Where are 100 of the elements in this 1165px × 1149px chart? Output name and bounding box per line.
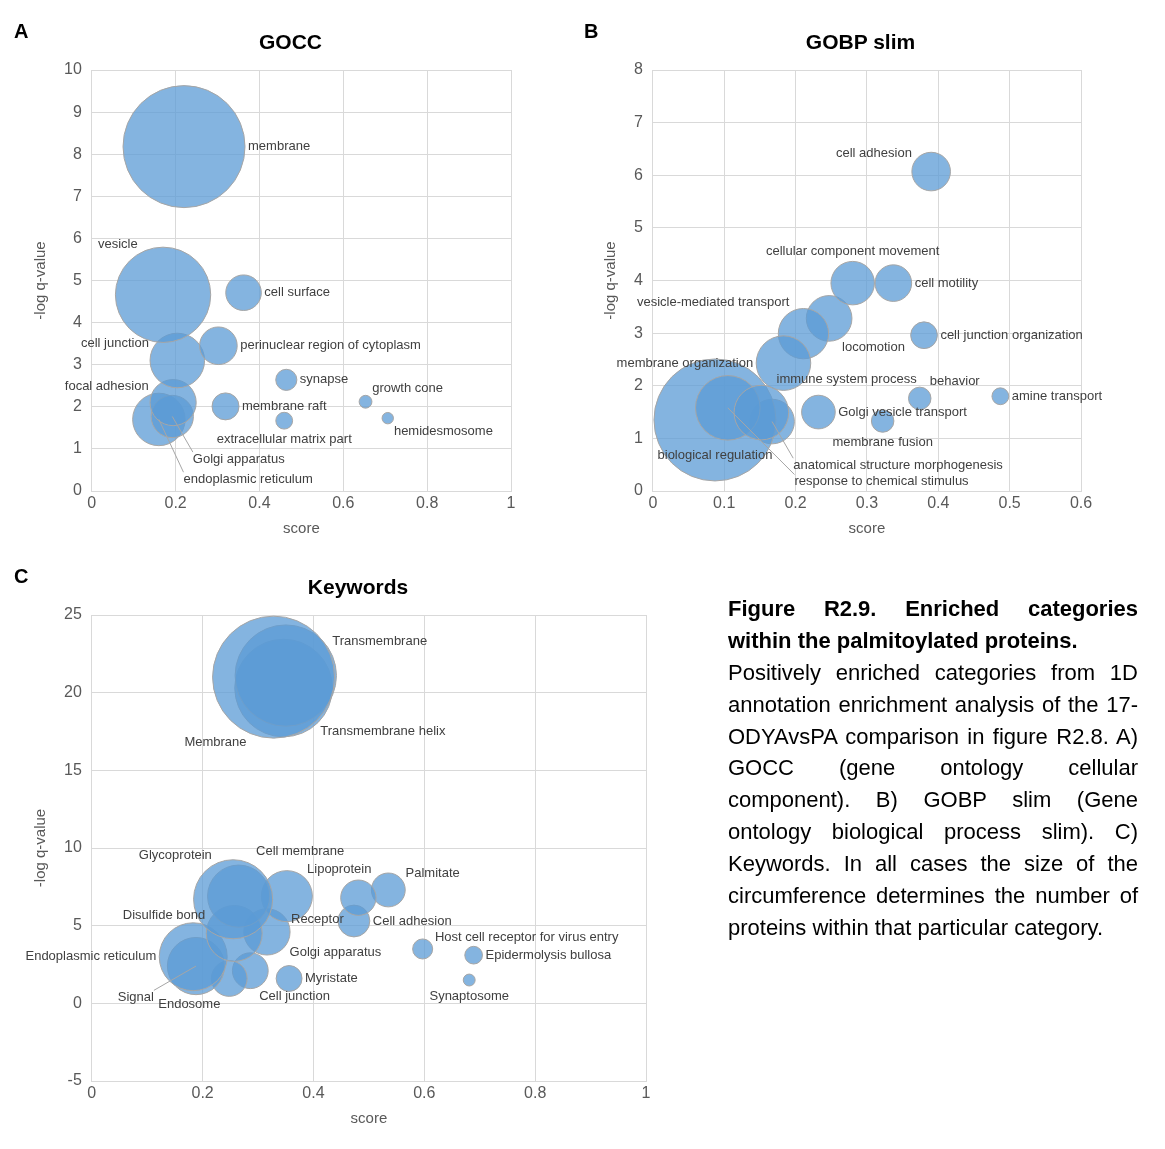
- series-label: vesicle-mediated transport: [636, 293, 790, 309]
- x-tick-label: 0: [648, 494, 658, 512]
- series-label: Glycoprotein: [138, 847, 212, 862]
- y-tick-label: 5: [72, 916, 82, 934]
- series-label: Epidermolysis bullosa: [485, 946, 612, 962]
- series-label: membrane raft: [242, 397, 327, 413]
- y-axis-title: -log q-value: [31, 241, 49, 320]
- series-label: membrane fusion: [832, 433, 933, 449]
- y-tick-label: 2: [633, 376, 643, 394]
- series-label: cell surface: [264, 284, 331, 300]
- x-tick-label: 0: [87, 494, 97, 512]
- y-tick-label: 20: [64, 683, 82, 701]
- y-tick-label: 0: [72, 993, 82, 1011]
- y-tick-label: 3: [633, 323, 643, 341]
- series-label: membrane: [248, 138, 311, 154]
- series-label: extracellular matrix part: [216, 430, 353, 446]
- x-axis-title: score: [848, 519, 886, 537]
- y-tick-label: 3: [72, 355, 82, 373]
- x-tick-label: 0.5: [998, 494, 1021, 512]
- series-label: cell junction organization: [940, 326, 1083, 342]
- series-label: focal adhesion: [64, 378, 149, 394]
- series-label: growth cone: [372, 379, 444, 395]
- y-tick-label: 8: [633, 60, 643, 78]
- series-label: Lipoprotein: [307, 860, 372, 876]
- chart-title: GOCC: [259, 30, 322, 54]
- y-tick-label: 7: [633, 113, 643, 131]
- x-axis-title: score: [350, 1109, 388, 1127]
- y-tick-label: 10: [64, 60, 82, 78]
- series-label: Golgi apparatus: [192, 450, 286, 466]
- series-label: Myristate: [305, 970, 358, 986]
- series-label: cell motility: [914, 274, 979, 290]
- y-tick-label: 5: [633, 218, 643, 236]
- series-label: synapse: [299, 371, 349, 387]
- series-label: perinuclear region of cytoplasm: [240, 337, 421, 353]
- chart-title: Keywords: [307, 575, 409, 599]
- series-label: Signal: [117, 988, 154, 1004]
- series-label: Cell junction: [259, 988, 330, 1004]
- y-tick-label: 4: [633, 270, 643, 288]
- x-tick-label: 0.8: [524, 1084, 547, 1102]
- y-tick-label: 15: [64, 760, 82, 778]
- x-tick-label: 0: [87, 1084, 97, 1102]
- series-label: anatomical structure morphogenesis: [793, 456, 1004, 472]
- chart-title: GOBP slim: [805, 30, 916, 54]
- x-axis-title: score: [283, 519, 320, 537]
- series-label: Palmitate: [405, 864, 460, 880]
- series-label: Transmembrane: [332, 633, 428, 649]
- series-label: Golgi vesicle transport: [838, 403, 968, 419]
- text: A: [14, 19, 29, 42]
- x-tick-label: 0.4: [927, 494, 950, 512]
- series-label: Host cell receptor for virus entry: [434, 929, 619, 945]
- series-label: cell junction: [80, 334, 149, 350]
- x-tick-label: 0.6: [332, 494, 355, 512]
- y-tick-label: 9: [72, 102, 82, 120]
- series-label: Cell membrane: [256, 843, 345, 859]
- text: Figure R2.9. Enriched categories within the palmitoylated proteins.: [728, 595, 1138, 655]
- y-tick-label: 1: [633, 428, 643, 446]
- series-label: Membrane: [184, 733, 247, 749]
- x-tick-label: 0.2: [191, 1084, 214, 1102]
- y-tick-label: 10: [64, 838, 82, 856]
- series-label: hemidesmosome: [393, 422, 493, 438]
- y-tick-label: 0: [633, 481, 643, 499]
- text: Positively enriched categories from 1D annotation enrichment analysis of the 17-ODYAvsPA comparison in figure R2.8. A) GOCC (gene ontology cellular component). B) GOBP slim (Gene ontology biological process slim). C) Keywords. In all cases the size of the circumference determines the number of proteins within that particular category.: [728, 659, 1138, 940]
- series-label: Endosome: [158, 995, 221, 1011]
- series-label: behavior: [929, 372, 981, 388]
- series-label: Golgi apparatus: [289, 943, 382, 959]
- text: endoplasmic reticulum: [183, 470, 313, 486]
- x-tick-label: 0.8: [416, 494, 439, 512]
- text: B: [584, 19, 599, 42]
- series-label: Transmembrane helix: [320, 723, 446, 739]
- series-label: Cell adhesion: [372, 912, 452, 928]
- x-tick-label: 0.6: [413, 1084, 436, 1102]
- x-tick-label: 0.4: [302, 1084, 325, 1102]
- x-tick-label: 0.2: [784, 494, 807, 512]
- series-label: Synaptosome: [429, 987, 509, 1003]
- x-tick-label: 0.2: [164, 494, 187, 512]
- series-label: vesicle: [98, 235, 138, 251]
- x-tick-label: 0.6: [1069, 494, 1093, 512]
- y-tick-label: 4: [72, 313, 82, 331]
- text: C: [14, 564, 29, 587]
- y-tick-label: 6: [633, 165, 643, 183]
- y-tick-label: 0: [72, 481, 82, 499]
- x-tick-label: 1: [506, 494, 516, 512]
- y-tick-label: 2: [72, 397, 82, 415]
- x-tick-label: 0.4: [248, 494, 271, 512]
- y-tick-label: 6: [72, 228, 82, 246]
- series-label: Endoplasmic reticulum: [25, 948, 157, 964]
- series-label: cell adhesion: [835, 145, 912, 160]
- y-tick-label: 1: [72, 439, 82, 457]
- y-tick-label: 25: [64, 605, 82, 623]
- y-axis-title: -log q-value: [601, 241, 619, 320]
- y-axis-title: -log q-value: [31, 808, 49, 888]
- x-tick-label: 0.3: [855, 494, 879, 512]
- x-tick-label: 0.1: [713, 494, 736, 512]
- y-tick-label: 7: [72, 186, 82, 204]
- y-tick-label: 8: [72, 144, 82, 162]
- series-label: amine transport: [1011, 387, 1103, 403]
- series-label: locomotion: [842, 339, 905, 355]
- text: response to chemical stimulus: [794, 473, 970, 489]
- series-label: cellular component movement: [765, 242, 940, 258]
- y-tick-label: -5: [67, 1071, 82, 1089]
